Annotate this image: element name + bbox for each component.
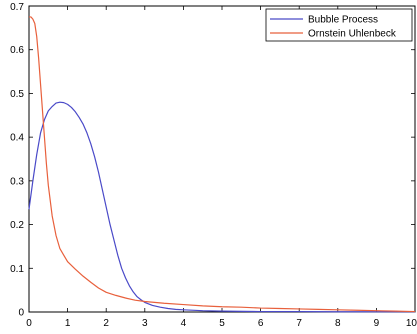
x-tick-label: 7	[296, 318, 302, 329]
x-tick-label: 9	[374, 318, 380, 329]
x-tick-label: 2	[103, 318, 109, 329]
y-tick-label: 0.6	[10, 45, 24, 56]
legend-box	[265, 8, 413, 42]
legend-label-ornstein-uhlenbeck: Ornstein Uhlenbeck	[308, 29, 397, 40]
series-layer	[28, 16, 416, 313]
x-tick-label: 5	[219, 318, 225, 329]
x-tick-label: 6	[258, 318, 264, 329]
y-tick-label: 0.1	[10, 264, 24, 275]
y-tick-label: 0.2	[10, 220, 24, 231]
series-line-bubble-process	[28, 101, 415, 313]
y-tick-label: 0.7	[10, 2, 24, 13]
plot-area	[28, 5, 416, 313]
legend: Bubble Process Ornstein Uhlenbeck	[265, 8, 413, 42]
y-tick-label: 0.5	[10, 89, 24, 100]
x-tick-label: 10	[406, 318, 417, 329]
y-tick-label: 0.4	[10, 133, 24, 144]
x-tick-label: 4	[181, 318, 187, 329]
legend-label-bubble-process: Bubble Process	[308, 15, 378, 26]
y-tick-label: 0.3	[10, 176, 24, 187]
x-tick-label: 0	[26, 318, 32, 329]
series-line-ornstein-uhlenbeck	[29, 16, 416, 313]
x-tick-label: 8	[335, 318, 341, 329]
x-tick-label: 3	[142, 318, 148, 329]
y-tick-label: 0	[18, 308, 24, 319]
x-tick-label: 1	[65, 318, 71, 329]
